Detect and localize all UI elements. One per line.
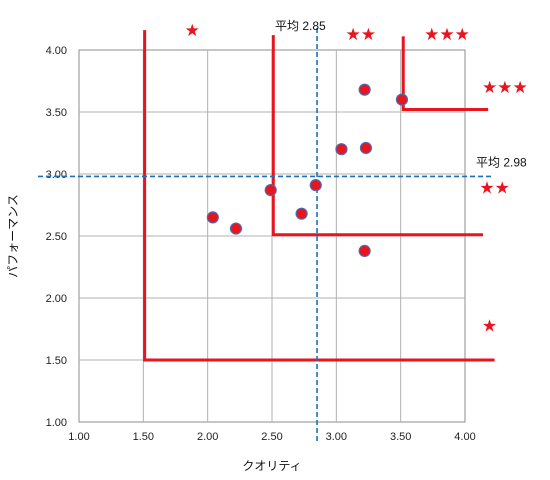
data-point <box>358 83 371 96</box>
y-axis-label: パフォーマンス <box>6 194 20 278</box>
star-rating-label: ★★ <box>479 179 509 198</box>
data-point <box>359 141 373 155</box>
boundary-line <box>401 36 489 112</box>
data-points <box>206 83 409 257</box>
boundary-line <box>271 35 484 237</box>
y-tick-label: 2.00 <box>46 293 67 305</box>
y-tick-label: 1.00 <box>46 417 67 429</box>
star-rating-label: ★ <box>185 21 200 40</box>
data-point <box>335 143 348 156</box>
y-tick-labels: 1.00 1.50 2.00 2.50 3.00 3.50 4.00 <box>46 45 67 429</box>
x-axis-label: クオリティ <box>242 459 301 473</box>
mean-y-label: 平均 2.98 <box>476 155 527 169</box>
star-annotations: ★ ★★ ★★★★★★★★★ <box>185 21 528 335</box>
x-tick-label: 4.00 <box>454 431 475 443</box>
y-tick-label: 1.50 <box>46 355 67 367</box>
x-tick-label: 1.50 <box>133 431 154 443</box>
star-rating-label: ★★★ <box>424 25 470 44</box>
x-tick-label: 3.50 <box>390 431 411 443</box>
data-point <box>358 244 371 257</box>
x-tick-label: 2.00 <box>197 431 218 443</box>
y-tick-label: 3.00 <box>46 169 67 181</box>
y-tick-label: 4.00 <box>46 45 67 57</box>
mean-lines: 平均 2.85 平均 2.98 <box>38 19 527 442</box>
x-tick-label: 3.00 <box>326 431 347 443</box>
x-tick-label: 1.00 <box>68 431 89 443</box>
y-tick-label: 3.50 <box>46 107 67 119</box>
mean-x-label: 平均 2.85 <box>275 19 326 33</box>
y-tick-label: 2.50 <box>46 231 67 243</box>
x-tick-labels: 1.00 1.50 2.00 2.50 3.00 3.50 4.00 <box>68 431 475 443</box>
boundary-line <box>143 30 495 362</box>
data-point <box>309 179 322 192</box>
data-point <box>206 211 219 224</box>
data-point <box>229 222 243 235</box>
star-rating-label: ★ <box>482 316 497 335</box>
data-point <box>295 207 308 220</box>
boundary-lines <box>143 30 495 362</box>
x-tick-label: 2.50 <box>261 431 282 443</box>
star-rating-label: ★★★ <box>482 78 528 97</box>
data-point <box>395 93 409 106</box>
data-point <box>264 184 277 197</box>
star-rating-label: ★★ <box>346 25 376 44</box>
